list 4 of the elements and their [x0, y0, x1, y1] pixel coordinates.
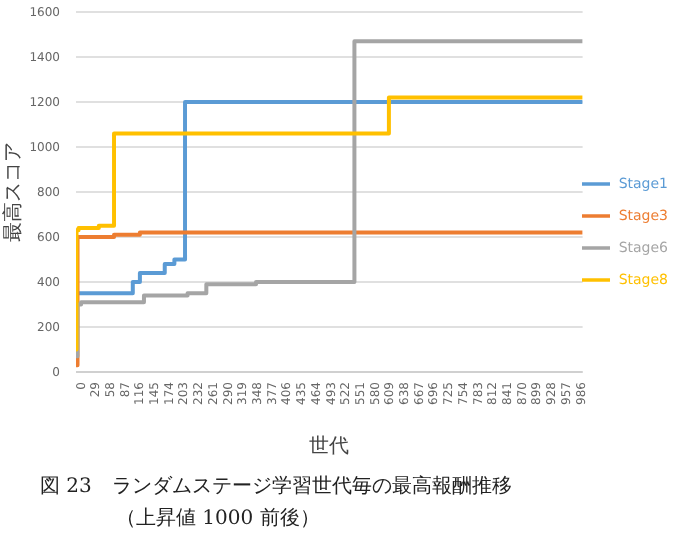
- x-axis-title: 世代: [309, 434, 350, 458]
- y-axis-title: 最高スコア: [1, 142, 26, 242]
- text: 図 23 ランダムステージ学習世代毎の最高報酬推移: [40, 473, 514, 500]
- text: （上昇値 1000 前後）: [116, 505, 322, 532]
